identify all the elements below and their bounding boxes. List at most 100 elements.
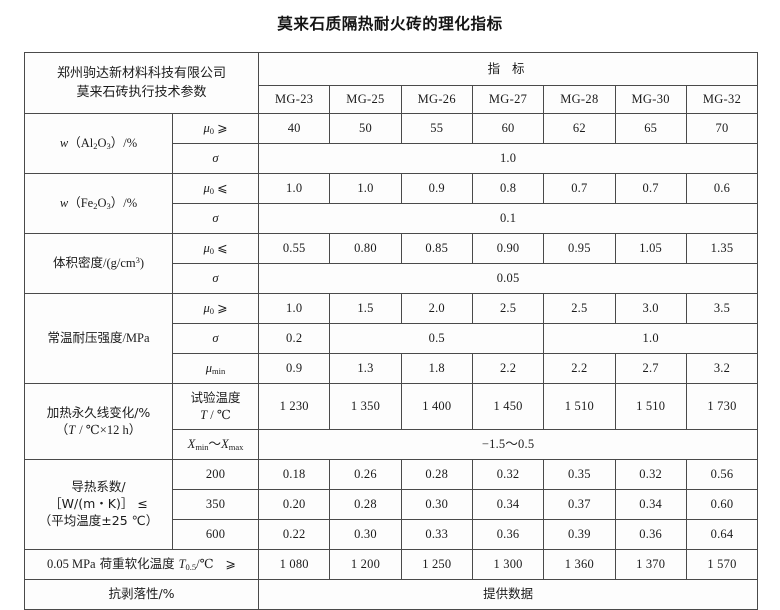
row-thermal-350: 350 0.20 0.28 0.30 0.34 0.37 0.34 0.60 (25, 489, 759, 520)
cell-reheat-temp-mg30: 1 510 (614, 383, 687, 430)
symbol-ccs-mu-min: μmin (171, 353, 260, 384)
row-reheating-temp: 加热永久线变化/% （T / ℃×12 h） 试验温度 T / ℃ 1 230 … (24, 383, 759, 460)
cell-thermal-200-mg27: 0.32 (471, 459, 545, 490)
thermal-label-line-1: 导热系数/ (71, 479, 126, 495)
cell-reheat-temp-mg25: 1 350 (329, 383, 402, 430)
cell-thermal-200-mg26: 0.28 (400, 459, 473, 490)
symbol-bulk-density-sigma: σ (171, 263, 260, 294)
cell-soften-mg28: 1 360 (543, 549, 616, 580)
cell-reheat-temp-mg26: 1 400 (400, 383, 473, 430)
cell-ccs-min-mg27: 2.2 (471, 353, 545, 384)
spec-table: 郑州驹达新材料科技有限公司 莫来石砖执行技术参数 指 标 MG-23 MG-25… (23, 52, 759, 610)
row-bulk-density-sigma: σ 0.05 (25, 263, 759, 294)
symbol-al2o3-sigma: σ (171, 143, 260, 174)
cell-soften-mg23: 1 080 (258, 549, 331, 580)
cell-soften-mg25: 1 200 (329, 549, 402, 580)
row-bulk-density-mu: 体积密度/(g/cm3) μ0 ⩽ 0.55 0.80 0.85 0.90 0.… (24, 233, 759, 294)
cell-thermal-600-mg30: 0.36 (614, 519, 687, 550)
indicator-header-cell: 指 标 (258, 52, 759, 86)
grade-header-mg-32: MG-32 (685, 85, 759, 114)
row-reheating-range: Xmin～Xmax −1.5～0.5 (25, 429, 759, 460)
cell-soften-mg32: 1 570 (685, 549, 759, 580)
grade-header-mg-28: MG-28 (543, 85, 616, 114)
row-ccs-sigma: σ 0.2 0.5 1.0 (25, 323, 759, 354)
grade-header-mg-26: MG-26 (400, 85, 473, 114)
cell-ccs-min-mg32: 3.2 (685, 353, 759, 384)
cell-fe2o3-mg27: 0.8 (471, 173, 545, 204)
cell-fe2o3-mg32: 0.6 (685, 173, 759, 204)
company-header-cell: 郑州驹达新材料科技有限公司 莫来石砖执行技术参数 (23, 52, 260, 114)
company-line-1: 郑州驹达新材料科技有限公司 (57, 65, 227, 81)
cell-ccs-mg27: 2.5 (471, 293, 545, 324)
symbol-fe2o3-sigma: σ (171, 203, 260, 234)
cell-al2o3-mg32: 70 (685, 113, 759, 144)
spec-table-wrapper: 郑州驹达新材料科技有限公司 莫来石砖执行技术参数 指 标 MG-23 MG-25… (23, 52, 759, 610)
test-temp-line-2: T / ℃ (200, 407, 231, 422)
cell-ccs-sigma-group-1: 0.2 (258, 323, 331, 354)
cell-thermal-350-mg27: 0.34 (471, 489, 545, 520)
symbol-x-min-max: Xmin～Xmax (171, 429, 260, 460)
cell-reheat-temp-mg32: 1 730 (685, 383, 759, 430)
cell-thermal-200-mg30: 0.32 (614, 459, 687, 490)
cell-ccs-min-mg23: 0.9 (258, 353, 331, 384)
cell-bulk-density-mg27: 0.90 (471, 233, 545, 264)
cell-thermal-600-mg26: 0.33 (400, 519, 473, 550)
temp-200: 200 (171, 459, 260, 490)
label-al2o3: w（Al2O3）/% (24, 113, 173, 174)
symbol-al2o3-mu-ge: μ0 ⩾ (171, 113, 260, 144)
cell-al2o3-mg23: 40 (258, 113, 331, 144)
label-bulk-density: 体积密度/(g/cm3) (24, 233, 173, 294)
company-line-2: 莫来石砖执行技术参数 (76, 85, 207, 100)
cell-thermal-200-mg28: 0.35 (543, 459, 616, 490)
cell-al2o3-mg28: 62 (543, 113, 616, 144)
cell-ccs-min-mg26: 1.8 (400, 353, 473, 384)
cell-bulk-density-mg26: 0.85 (400, 233, 473, 264)
label-reheating-line-1: 加热永久线变化/% (46, 404, 151, 420)
label-reheating-line-2: （T / ℃×12 h） (55, 421, 142, 437)
symbol-ccs-mu-ge: μ0 ⩾ (171, 293, 260, 324)
cell-spalling-value: 提供数据 (258, 579, 759, 610)
label-reheating-linear-change: 加热永久线变化/% （T / ℃×12 h） (24, 383, 173, 460)
cell-bulk-density-mg25: 0.80 (329, 233, 402, 264)
cell-thermal-600-mg23: 0.22 (258, 519, 331, 550)
cell-soften-mg30: 1 370 (614, 549, 687, 580)
temp-350: 350 (171, 489, 260, 520)
cell-thermal-600-mg27: 0.36 (471, 519, 545, 550)
temp-600: 600 (171, 519, 260, 550)
cell-fe2o3-mg25: 1.0 (329, 173, 402, 204)
cell-thermal-350-mg32: 0.60 (685, 489, 759, 520)
cell-bulk-density-mg30: 1.05 (614, 233, 687, 264)
cell-thermal-600-mg32: 0.64 (685, 519, 759, 550)
cell-soften-mg26: 1 250 (400, 549, 473, 580)
symbol-fe2o3-mu-le: μ0 ⩽ (171, 173, 260, 204)
row-fe2o3-mu: w（Fe2O3）/% μ0 ⩽ 1.0 1.0 0.9 0.8 0.7 0.7 … (24, 173, 759, 234)
cell-fe2o3-sigma-all: 0.1 (258, 203, 759, 234)
cell-fe2o3-mg30: 0.7 (614, 173, 687, 204)
row-fe2o3-sigma: σ 0.1 (25, 203, 759, 234)
cell-fe2o3-mg26: 0.9 (400, 173, 473, 204)
cell-bulk-density-mg28: 0.95 (543, 233, 616, 264)
label-spalling-resistance: 抗剥落性/% (23, 579, 260, 610)
thermal-label-line-2: ［W/(m・K)］ ≤ (49, 496, 148, 512)
symbol-bulk-density-mu-le: μ0 ⩽ (171, 233, 260, 264)
symbol-ccs-sigma: σ (171, 323, 260, 354)
symbol-test-temperature: 试验温度 T / ℃ (171, 383, 260, 430)
cell-ccs-min-mg30: 2.7 (614, 353, 687, 384)
cell-ccs-mg25: 1.5 (329, 293, 402, 324)
cell-thermal-200-mg23: 0.18 (258, 459, 331, 490)
cell-ccs-min-mg25: 1.3 (329, 353, 402, 384)
row-spalling-resistance: 抗剥落性/% 提供数据 (23, 579, 759, 610)
grade-header-mg-27: MG-27 (471, 85, 545, 114)
row-al2o3-mu: w（Al2O3）/% μ0 ⩾ 40 50 55 60 62 65 70 (24, 113, 759, 174)
cell-bulk-density-sigma-all: 0.05 (258, 263, 759, 294)
label-cold-crushing-strength: 常温耐压强度/MPa (24, 293, 173, 384)
cell-ccs-mg32: 3.5 (685, 293, 759, 324)
label-softening-temperature: 0.05 MPa 荷重软化温度 T0.5/℃ ⩾ (23, 549, 260, 580)
label-fe2o3: w（Fe2O3）/% (24, 173, 173, 234)
grade-header-mg-30: MG-30 (614, 85, 687, 114)
table-header-row-grades: MG-23 MG-25 MG-26 MG-27 MG-28 MG-30 MG-3… (25, 85, 759, 114)
cell-thermal-200-mg25: 0.26 (329, 459, 402, 490)
cell-thermal-350-mg30: 0.34 (614, 489, 687, 520)
thermal-label-line-3: （平均温度±25 ℃） (38, 512, 159, 528)
cell-al2o3-sigma-all: 1.0 (258, 143, 759, 174)
